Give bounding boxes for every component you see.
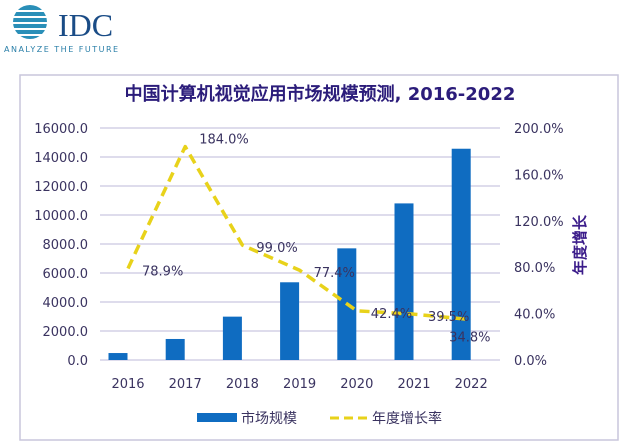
x-axis-tick: 2016 bbox=[111, 377, 144, 392]
x-axis-tick: 2019 bbox=[283, 377, 316, 392]
bar bbox=[394, 203, 414, 360]
right-axis-tick: 200.0% bbox=[514, 122, 564, 137]
logo-text: IDC bbox=[58, 7, 113, 43]
right-axis-title: 年度增长 bbox=[571, 214, 589, 275]
data-label: 42.4% bbox=[371, 307, 412, 322]
chart-title: 中国计算机视觉应用市场规模预测, 2016-2022 bbox=[125, 83, 516, 105]
logo-tagline: ANALYZE THE FUTURE bbox=[4, 45, 120, 54]
data-label: 39.5% bbox=[428, 310, 469, 325]
left-axis-tick: 16000.0 bbox=[34, 122, 88, 137]
x-axis-tick: 2018 bbox=[226, 377, 259, 392]
data-label: 34.8% bbox=[449, 331, 490, 346]
left-axis-tick: 6000.0 bbox=[43, 267, 89, 282]
left-axis-tick: 12000.0 bbox=[34, 180, 88, 195]
x-axis-tick: 2017 bbox=[169, 377, 202, 392]
left-axis-tick: 0.0 bbox=[67, 354, 88, 369]
data-label: 78.9% bbox=[142, 264, 183, 279]
x-axis-tick: 2021 bbox=[397, 377, 430, 392]
left-axis-tick: 10000.0 bbox=[34, 209, 88, 224]
right-axis-tick: 80.0% bbox=[514, 261, 555, 276]
left-axis-tick: 4000.0 bbox=[43, 296, 89, 311]
left-axis-tick: 2000.0 bbox=[43, 325, 89, 340]
right-axis-tick: 0.0% bbox=[514, 354, 547, 369]
right-axis-tick: 40.0% bbox=[514, 308, 555, 323]
right-axis-tick: 120.0% bbox=[514, 215, 564, 230]
legend-swatch-bar bbox=[197, 413, 237, 422]
idc-logo: IDC ANALYZE THE FUTURE bbox=[4, 5, 120, 54]
bar bbox=[108, 353, 128, 360]
x-axis-tick: 2022 bbox=[455, 377, 488, 392]
globe-icon bbox=[5, 5, 56, 39]
left-axis-tick: 14000.0 bbox=[34, 151, 88, 166]
data-label: 77.4% bbox=[314, 266, 355, 281]
left-axis-tick: 8000.0 bbox=[43, 238, 89, 253]
legend: 市场规模 年度增长率 bbox=[197, 410, 442, 427]
chart-frame bbox=[19, 74, 619, 441]
legend-label-bar: 市场规模 bbox=[241, 410, 297, 427]
x-axis-tick: 2020 bbox=[340, 377, 373, 392]
right-axis-tick: 160.0% bbox=[514, 168, 564, 183]
bar bbox=[165, 338, 185, 360]
data-label: 99.0% bbox=[256, 241, 297, 256]
bar bbox=[280, 282, 300, 360]
data-label: 184.0% bbox=[199, 133, 249, 148]
bar bbox=[451, 148, 471, 360]
bar bbox=[222, 316, 242, 360]
legend-label-line: 年度增长率 bbox=[372, 410, 442, 427]
